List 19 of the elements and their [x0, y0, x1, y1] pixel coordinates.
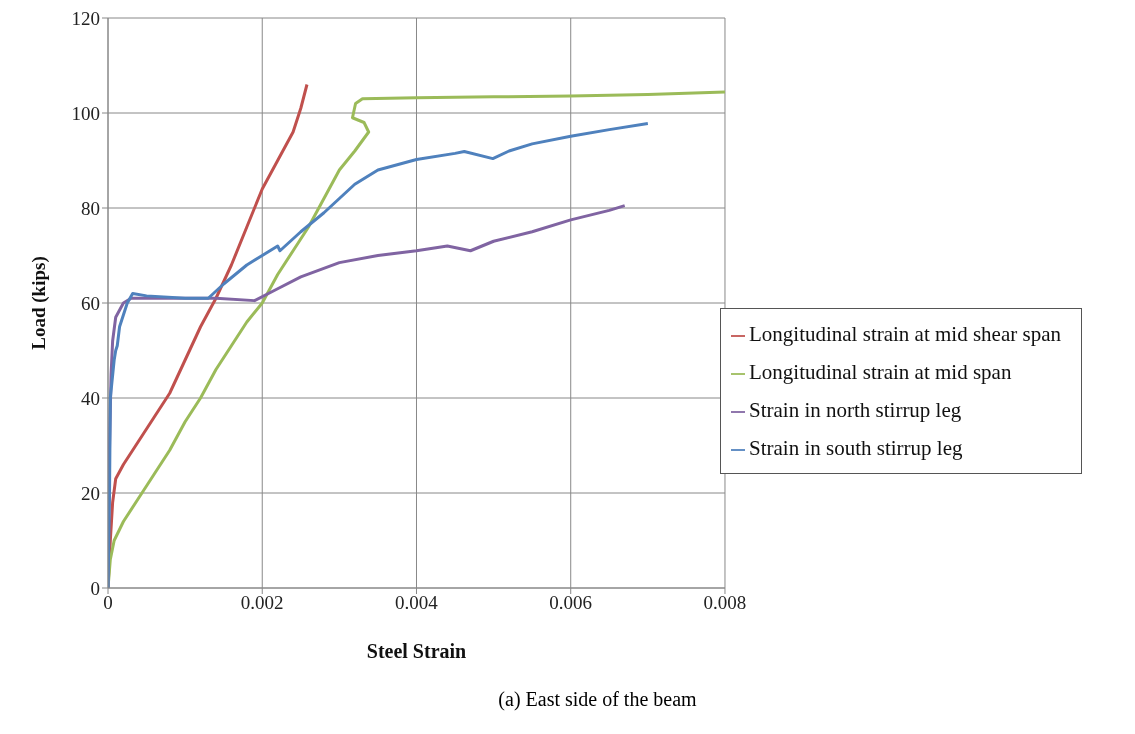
y-axis-title: Load (kips) [27, 256, 50, 350]
x-tick-label: 0.008 [703, 592, 747, 614]
legend-label: Strain in north stirrup leg [748, 398, 962, 422]
x-tick-label: 0.002 [240, 592, 284, 614]
y-tick-label: 0 [90, 577, 100, 599]
legend-label: Longitudinal strain at mid shear span [748, 322, 1061, 346]
y-tick-label: 120 [71, 7, 100, 29]
y-tick-label: 20 [81, 482, 100, 504]
x-tick-label: 0.006 [549, 592, 593, 614]
y-tick-label: 80 [81, 197, 100, 219]
y-tick-label: 60 [81, 292, 100, 314]
legend-label: Strain in south stirrup leg [748, 436, 963, 460]
x-axis-title: Steel Strain [366, 640, 467, 662]
x-tick-label: 0.004 [395, 592, 439, 614]
legend-label: Longitudinal strain at mid span [748, 360, 1012, 384]
y-tick-label: 40 [81, 387, 100, 409]
text: (a) East side of the beam [497, 688, 698, 711]
line-series [108, 121, 650, 588]
y-tick-label: 100 [71, 102, 100, 124]
